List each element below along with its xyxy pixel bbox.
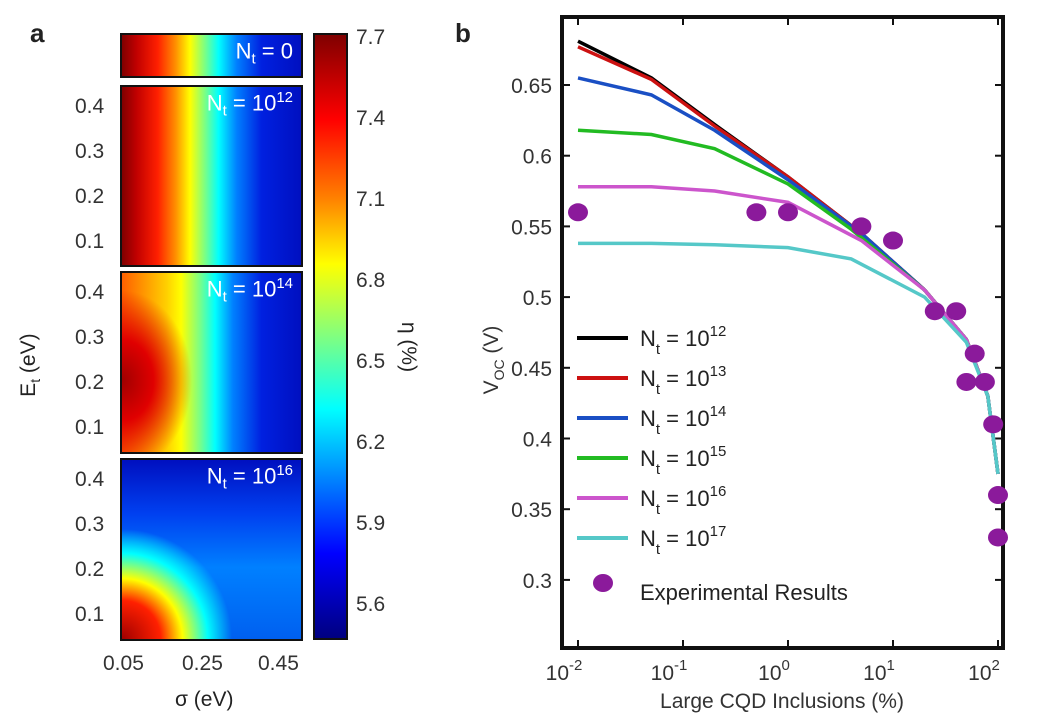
experimental-point — [988, 528, 1008, 547]
y-tick: 0.2 — [75, 558, 105, 581]
y-tick: 0.2 — [75, 371, 105, 394]
y-tick-label: 0.5 — [523, 287, 552, 310]
y-tick: 0.4 — [75, 468, 105, 491]
experimental-point — [983, 415, 1004, 434]
experimental-point — [883, 231, 903, 250]
colorbar-tick: 7.7 — [356, 26, 386, 49]
colorbar-tick: 7.4 — [356, 107, 386, 130]
heatmap-nt-0: Nt = 0 — [120, 33, 303, 78]
experimental-point — [924, 302, 945, 321]
y-tick-label: 0.6 — [523, 146, 552, 169]
y-tick-label: 0.55 — [511, 216, 552, 239]
heatmap-label: Nt = 0 — [235, 38, 293, 68]
experimental-point — [746, 203, 767, 222]
colorbar-tick: 5.6 — [356, 593, 386, 616]
legend-entry: Nt = 1016 — [640, 483, 726, 518]
x-tick-label: 102 — [968, 657, 1000, 685]
heatmap-label: Nt = 1016 — [206, 462, 293, 493]
legend-entry: Nt = 1012 — [640, 323, 726, 358]
x-axis-label-a: σ (eV) — [175, 688, 234, 711]
x-tick-label: 100 — [758, 657, 790, 685]
y-tick-label: 0.4 — [523, 429, 553, 452]
heatmap-nt-1e14: Nt = 1014 — [120, 271, 303, 454]
experimental-point — [964, 344, 985, 363]
y-tick: 0.1 — [75, 603, 105, 626]
y-tick: 0.2 — [75, 185, 105, 208]
y-tick: 0.3 — [75, 140, 105, 163]
panel-label-a: a — [30, 18, 45, 48]
legend-entry: Nt = 1014 — [640, 403, 726, 438]
y-axis-label: VOC (V) — [480, 326, 507, 395]
experimental-point — [568, 203, 588, 222]
experimental-point — [851, 217, 872, 236]
x-tick: 0.25 — [182, 652, 223, 675]
y-tick: 0.1 — [75, 416, 105, 439]
legend-entry: Nt = 1017 — [640, 523, 726, 558]
y-tick: 0.4 — [75, 95, 105, 118]
y-tick-label: 0.45 — [511, 358, 552, 381]
heatmap-label: Nt = 1012 — [206, 89, 293, 120]
x-tick-label: 10-2 — [546, 657, 583, 685]
heatmap-label: Nt = 1014 — [206, 275, 293, 306]
y-tick: 0.1 — [75, 230, 105, 253]
colorbar-tick: 7.1 — [356, 188, 386, 211]
x-tick: 0.05 — [103, 652, 144, 675]
colorbar-tick: 6.2 — [356, 431, 386, 454]
colorbar-tick: 6.8 — [356, 269, 386, 292]
legend-entry: Nt = 1013 — [640, 363, 726, 398]
panel-label-b: b — [455, 18, 471, 48]
x-axis-label: Large CQD Inclusions (%) — [660, 690, 904, 713]
legend-entry: Experimental Results — [640, 580, 848, 605]
colorbar-tick: 6.5 — [356, 350, 386, 373]
heatmap-nt-1e12: Nt = 1012 — [120, 85, 303, 267]
legend-entry: Nt = 1015 — [640, 443, 726, 478]
legend-marker — [593, 574, 613, 592]
y-tick: 0.4 — [75, 281, 105, 304]
experimental-point — [956, 372, 977, 391]
x-tick: 0.45 — [258, 652, 299, 675]
experimental-point — [988, 486, 1008, 505]
series-line-17 — [578, 241, 1000, 475]
experimental-point — [778, 203, 798, 222]
heatmap-nt-1e16: Nt = 1016 — [120, 458, 303, 641]
y-tick-label: 0.65 — [511, 75, 552, 98]
colorbar — [313, 33, 348, 640]
y-tick: 0.3 — [75, 326, 105, 349]
plot-frame — [560, 15, 1005, 650]
y-tick: 0.3 — [75, 513, 105, 536]
experimental-point — [946, 302, 967, 321]
colorbar-tick: 5.9 — [356, 512, 386, 535]
y-tick-label: 0.3 — [523, 570, 552, 593]
x-tick-label: 10-1 — [651, 657, 688, 685]
x-tick-label: 101 — [863, 657, 895, 685]
y-tick-label: 0.35 — [511, 499, 552, 522]
experimental-point — [974, 372, 995, 391]
